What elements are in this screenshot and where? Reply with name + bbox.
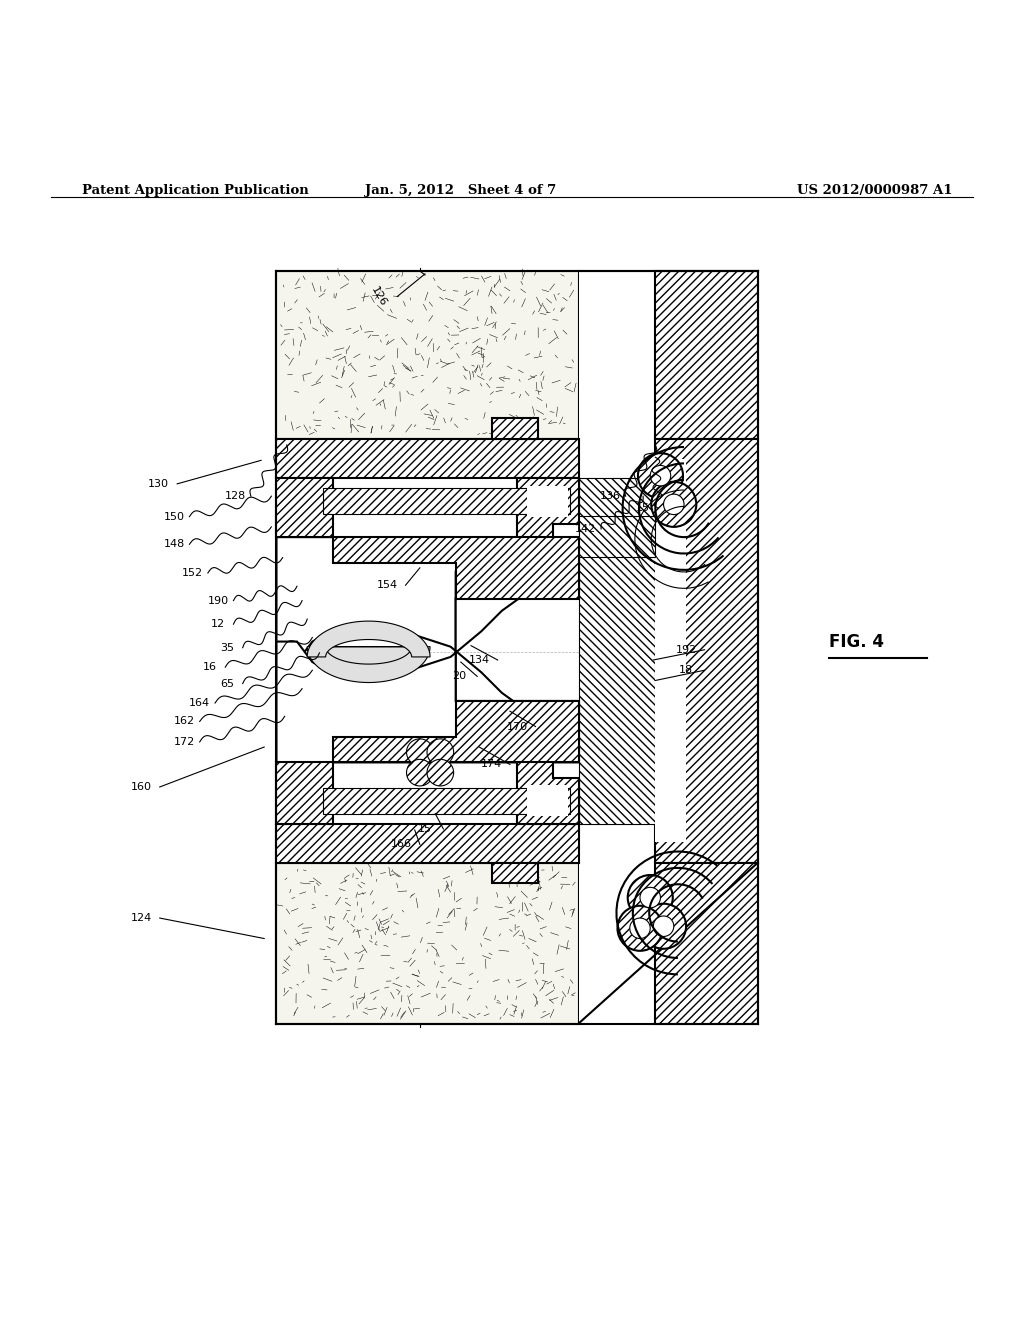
Text: 162: 162 <box>174 717 195 726</box>
Text: 166: 166 <box>391 840 412 849</box>
Circle shape <box>427 759 454 785</box>
Polygon shape <box>307 622 430 657</box>
Circle shape <box>650 466 671 486</box>
Text: 12: 12 <box>211 619 225 630</box>
Circle shape <box>407 759 433 785</box>
Polygon shape <box>333 537 579 598</box>
Text: 134: 134 <box>469 655 489 665</box>
Polygon shape <box>492 863 538 883</box>
Text: 192: 192 <box>676 644 696 655</box>
Polygon shape <box>527 785 568 816</box>
Text: 150: 150 <box>164 512 184 521</box>
Text: FIG. 4: FIG. 4 <box>829 632 885 651</box>
Circle shape <box>651 482 696 527</box>
Text: 15: 15 <box>636 503 650 513</box>
Circle shape <box>638 453 683 498</box>
Polygon shape <box>333 701 579 763</box>
Polygon shape <box>323 488 570 513</box>
Text: 148: 148 <box>164 540 184 549</box>
Polygon shape <box>492 418 538 438</box>
Circle shape <box>640 887 660 908</box>
Text: 136: 136 <box>600 491 621 502</box>
Polygon shape <box>276 572 579 824</box>
Text: US 2012/0000987 A1: US 2012/0000987 A1 <box>797 183 952 197</box>
Circle shape <box>628 875 673 920</box>
Polygon shape <box>276 763 333 824</box>
Text: 18: 18 <box>679 665 693 676</box>
Text: 124: 124 <box>131 913 152 923</box>
Text: 126: 126 <box>370 285 388 308</box>
Text: Jan. 5, 2012   Sheet 4 of 7: Jan. 5, 2012 Sheet 4 of 7 <box>366 183 556 197</box>
Circle shape <box>407 739 433 766</box>
Text: 154: 154 <box>377 581 397 590</box>
Text: 172: 172 <box>174 737 195 747</box>
Text: 190: 190 <box>208 595 228 606</box>
Polygon shape <box>527 486 568 516</box>
Circle shape <box>427 739 454 766</box>
Text: 174: 174 <box>481 759 502 770</box>
Text: 35: 35 <box>220 643 234 652</box>
Polygon shape <box>276 438 579 478</box>
Circle shape <box>664 494 684 515</box>
Polygon shape <box>517 747 579 824</box>
Polygon shape <box>579 863 758 1023</box>
Text: 16: 16 <box>203 663 217 672</box>
Circle shape <box>653 916 674 936</box>
Polygon shape <box>655 863 758 1023</box>
Polygon shape <box>307 647 430 682</box>
Circle shape <box>630 917 650 939</box>
Polygon shape <box>517 478 579 554</box>
Text: 128: 128 <box>225 491 246 502</box>
Polygon shape <box>276 478 579 731</box>
Text: 152: 152 <box>182 568 203 578</box>
Polygon shape <box>579 516 655 557</box>
Polygon shape <box>655 459 686 842</box>
Bar <box>276 863 579 1023</box>
Polygon shape <box>276 824 579 863</box>
Text: Patent Application Publication: Patent Application Publication <box>82 183 308 197</box>
Text: 65: 65 <box>220 678 234 689</box>
Text: 160: 160 <box>131 781 152 792</box>
Text: 15: 15 <box>418 824 432 834</box>
Text: 130: 130 <box>148 479 169 488</box>
Polygon shape <box>655 438 758 863</box>
Polygon shape <box>579 271 758 438</box>
Polygon shape <box>276 478 333 537</box>
Bar <box>276 271 579 438</box>
Text: 164: 164 <box>189 698 210 708</box>
Text: 142: 142 <box>575 524 596 533</box>
Text: 20: 20 <box>452 672 466 681</box>
Circle shape <box>617 906 663 950</box>
Polygon shape <box>579 478 655 824</box>
Polygon shape <box>323 788 570 813</box>
Polygon shape <box>655 271 758 438</box>
Circle shape <box>641 904 686 949</box>
Text: 170: 170 <box>507 722 527 731</box>
